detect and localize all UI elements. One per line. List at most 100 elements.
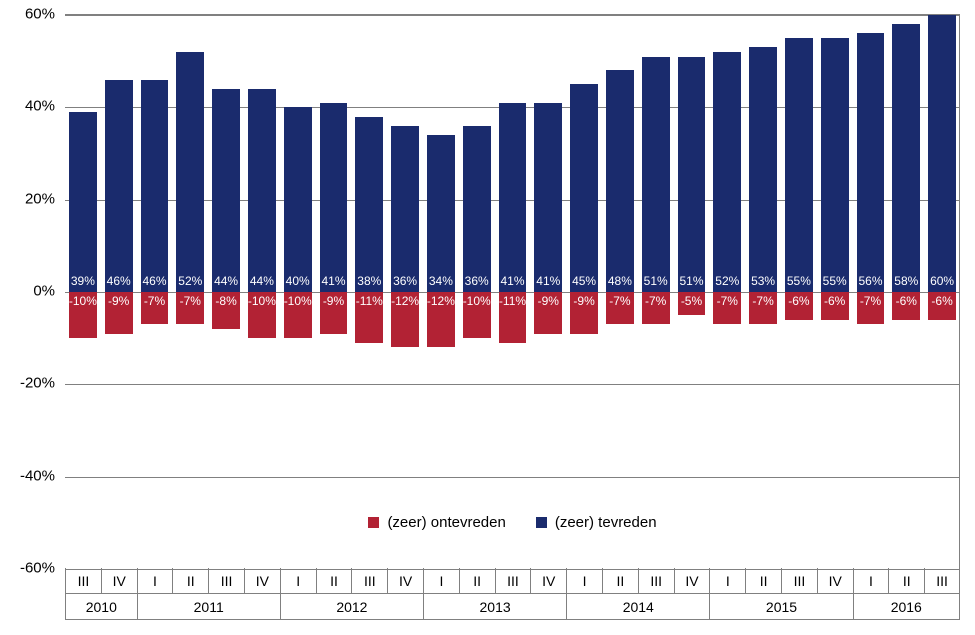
bar-positive: 60%	[928, 15, 956, 292]
bar-label-negative: -10%	[459, 294, 495, 308]
bar-label-negative: -7%	[602, 294, 638, 308]
x-axis-year-cell: 2011	[137, 594, 280, 620]
x-axis-quarter-cell: I	[137, 568, 173, 594]
bar-label-negative: -9%	[530, 294, 566, 308]
bar-negative: -9%	[534, 292, 562, 334]
bar-negative: -7%	[176, 292, 204, 324]
bar-label-positive: 55%	[819, 274, 851, 288]
bar-positive: 39%	[69, 112, 97, 292]
x-axis-quarter-cell: III	[351, 568, 387, 594]
x-axis-year-cell: 2015	[709, 594, 852, 620]
bar-negative: -7%	[713, 292, 741, 324]
bar-label-positive: 41%	[497, 274, 529, 288]
bar-label-positive: 41%	[532, 274, 564, 288]
bar-negative: -10%	[463, 292, 491, 338]
bar-label-positive: 45%	[568, 274, 600, 288]
x-axis-quarter-cell: III	[781, 568, 817, 594]
legend-item: (zeer) tevreden	[536, 514, 657, 531]
bar-label-positive: 46%	[139, 274, 171, 288]
bar-positive: 46%	[105, 80, 133, 292]
bar-label-negative: -12%	[423, 294, 459, 308]
bar-label-negative: -6%	[817, 294, 853, 308]
bar-positive: 51%	[678, 57, 706, 292]
x-axis-quarter-cell: II	[316, 568, 352, 594]
bar-label-negative: -11%	[351, 294, 387, 308]
bar-label-positive: 34%	[425, 274, 457, 288]
x-axis-quarter-cell: I	[280, 568, 316, 594]
x-axis-quarter-cell: III	[924, 568, 960, 594]
bar-negative: -8%	[212, 292, 240, 329]
bar-positive: 44%	[212, 89, 240, 292]
y-tick-label: 0%	[0, 283, 55, 300]
x-axis-quarter-cell: I	[566, 568, 602, 594]
x-axis-quarter-cell: III	[208, 568, 244, 594]
bar-label-negative: -8%	[208, 294, 244, 308]
bar-label-positive: 55%	[783, 274, 815, 288]
x-axis-quarter-cell: II	[745, 568, 781, 594]
bar-label-negative: -7%	[638, 294, 674, 308]
x-axis-year-cell: 2010	[65, 594, 137, 620]
bar-label-negative: -6%	[888, 294, 924, 308]
x-axis-quarter-cell: I	[853, 568, 889, 594]
bar-positive: 58%	[892, 24, 920, 292]
bar-positive: 55%	[785, 38, 813, 292]
bar-positive: 52%	[713, 52, 741, 292]
bar-positive: 45%	[570, 84, 598, 292]
bar-negative: -7%	[749, 292, 777, 324]
legend-item: (zeer) ontevreden	[368, 514, 505, 531]
bar-negative: -5%	[678, 292, 706, 315]
y-tick-label: -60%	[0, 560, 55, 577]
x-axis-quarter-cell: II	[888, 568, 924, 594]
bar-label-negative: -7%	[745, 294, 781, 308]
bar-label-positive: 46%	[103, 274, 135, 288]
bar-label-positive: 52%	[711, 274, 743, 288]
bar-negative: -6%	[821, 292, 849, 320]
legend-swatch	[536, 517, 547, 528]
bar-label-positive: 51%	[640, 274, 672, 288]
bar-negative: -12%	[427, 292, 455, 347]
bar-negative: -7%	[642, 292, 670, 324]
bar-positive: 51%	[642, 57, 670, 292]
bar-negative: -9%	[105, 292, 133, 334]
bar-label-negative: -7%	[172, 294, 208, 308]
bar-label-positive: 36%	[389, 274, 421, 288]
bar-label-negative: -9%	[566, 294, 602, 308]
bar-label-negative: -10%	[65, 294, 101, 308]
x-axis-quarter-cell: III	[638, 568, 674, 594]
bar-label-positive: 58%	[890, 274, 922, 288]
y-tick-label: 60%	[0, 6, 55, 23]
x-axis-quarter-cell: I	[423, 568, 459, 594]
bar-positive: 41%	[320, 103, 348, 292]
bar-negative: -10%	[248, 292, 276, 338]
x-axis-quarter-cell: III	[495, 568, 531, 594]
bar-negative: -6%	[785, 292, 813, 320]
bar-label-negative: -6%	[924, 294, 960, 308]
bar-positive: 52%	[176, 52, 204, 292]
x-axis-quarter-cell: II	[459, 568, 495, 594]
y-tick-label: 40%	[0, 98, 55, 115]
bar-label-negative: -11%	[495, 294, 531, 308]
bar-label-positive: 44%	[246, 274, 278, 288]
x-axis-year-cell: 2013	[423, 594, 566, 620]
bar-positive: 34%	[427, 135, 455, 292]
satisfaction-bar-chart: 39%46%46%52%44%44%40%41%38%36%34%36%41%4…	[0, 0, 975, 635]
plot-area: 39%46%46%52%44%44%40%41%38%36%34%36%41%4…	[65, 14, 960, 568]
x-axis-quarter-cell: IV	[244, 568, 280, 594]
bar-positive: 36%	[391, 126, 419, 292]
bar-positive: 41%	[499, 103, 527, 292]
x-axis-quarter-cell: IV	[101, 568, 137, 594]
legend: (zeer) ontevreden (zeer) tevreden	[65, 514, 960, 531]
bar-positive: 48%	[606, 70, 634, 292]
bar-positive: 38%	[355, 117, 383, 292]
x-axis-quarter-cell: I	[709, 568, 745, 594]
bar-negative: -6%	[892, 292, 920, 320]
bar-negative: -6%	[928, 292, 956, 320]
bar-positive: 53%	[749, 47, 777, 292]
bar-negative: -7%	[606, 292, 634, 324]
bar-label-negative: -12%	[387, 294, 423, 308]
bar-label-positive: 60%	[926, 274, 958, 288]
x-axis-year-cell: 2014	[566, 594, 709, 620]
bar-label-positive: 39%	[67, 274, 99, 288]
bar-positive: 56%	[857, 33, 885, 292]
bar-positive: 46%	[141, 80, 169, 292]
